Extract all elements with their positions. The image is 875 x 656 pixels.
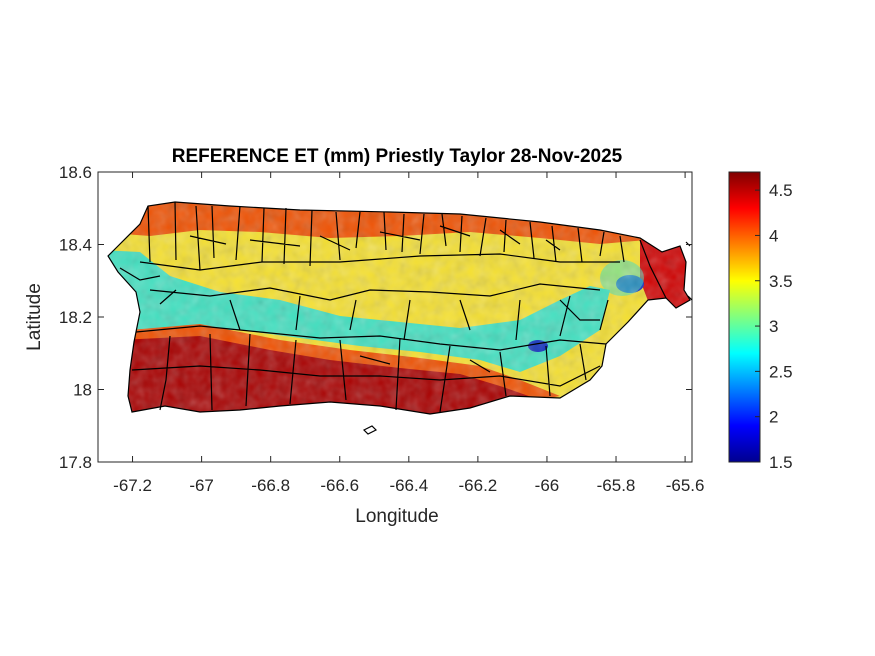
- x-axis-label: Longitude: [355, 506, 438, 527]
- colorbar-tick-label: 4: [769, 226, 778, 245]
- x-tick-label: -66.4: [389, 476, 428, 495]
- x-tick-label: -67: [189, 476, 214, 495]
- x-tick-label: -65.6: [666, 476, 705, 495]
- colorbar-tick-label: 3: [769, 317, 778, 336]
- boundary-lines: [119, 201, 667, 413]
- x-tick-label: -66.6: [320, 476, 359, 495]
- x-tick-label: -67.2: [113, 476, 152, 495]
- y-axis-ticks: 17.8 18 18.2 18.4 18.6: [59, 163, 692, 472]
- colorbar: [728, 171, 761, 463]
- colorbar-tick-label: 2: [769, 408, 778, 427]
- x-tick-label: -65.8: [597, 476, 636, 495]
- municipality-boundaries: [107, 201, 693, 435]
- y-tick-label: 17.8: [59, 453, 92, 472]
- y-tick-label: 18.2: [59, 308, 92, 327]
- x-tick-label: -66.8: [251, 476, 290, 495]
- y-tick-label: 18.6: [59, 163, 92, 182]
- chart-title: REFERENCE ET (mm) Priestly Taylor 28-Nov…: [172, 146, 623, 167]
- colorbar-tick-label: 3.5: [769, 272, 793, 291]
- x-axis-ticks: -67.2 -67 -66.8 -66.6 -66.4 -66.2 -66 -65.8 -65.…: [113, 172, 704, 495]
- colorbar-tick-label: 1.5: [769, 453, 793, 472]
- colorbar-tick-label: 4.5: [769, 181, 793, 200]
- et-field: [108, 202, 690, 414]
- y-axis-label: Latitude: [24, 283, 45, 351]
- colorbar-ticks: 1.5 2 2.5 3 3.5 4 4.5: [755, 181, 793, 472]
- x-tick-label: -66.2: [459, 476, 498, 495]
- x-tick-label: -66: [535, 476, 560, 495]
- y-tick-label: 18.4: [59, 236, 92, 255]
- y-tick-label: 18: [73, 381, 92, 400]
- offshore-island: [362, 425, 378, 435]
- colorbar-tick-label: 2.5: [769, 362, 793, 381]
